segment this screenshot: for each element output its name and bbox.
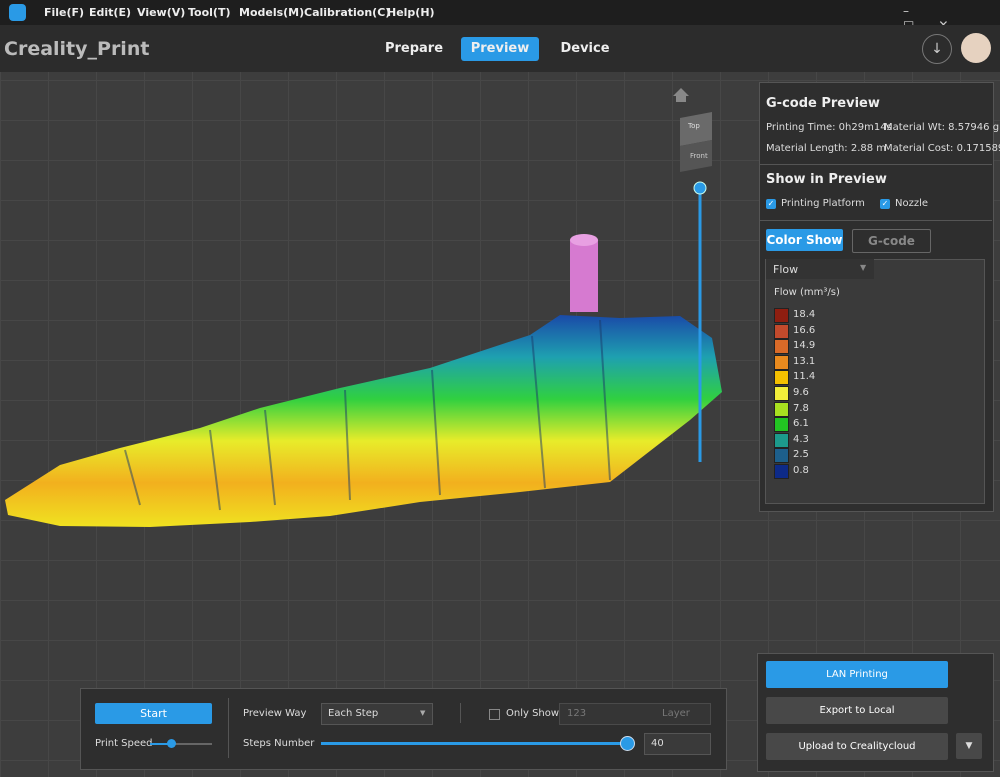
home-icon[interactable] <box>673 88 689 102</box>
legend-swatch <box>774 448 789 464</box>
color-tab[interactable]: G-code <box>852 229 931 253</box>
speed-handle[interactable] <box>167 739 176 748</box>
stat: Printing Time: 0h29m14s <box>766 122 892 133</box>
menu-item[interactable]: Models(M) <box>239 6 305 19</box>
speed-fill <box>150 743 172 745</box>
only-show-checkbox[interactable] <box>489 709 500 720</box>
model-edges <box>124 319 611 511</box>
action-button[interactable]: Upload to Crealitycloud <box>766 733 948 760</box>
legend-swatch <box>774 401 789 417</box>
cube-front-label: Front <box>690 152 708 160</box>
legend-label: 11.4 <box>793 371 816 383</box>
view-cube-front[interactable] <box>680 140 712 172</box>
legend-title: Flow (mm³/s) <box>774 287 840 298</box>
bottom-panel <box>80 688 727 770</box>
dropdown-arrow[interactable]: ▼ <box>860 263 867 272</box>
model <box>5 315 722 527</box>
legend-label: 9.6 <box>793 387 809 398</box>
tab[interactable]: Device <box>560 41 610 56</box>
view-cube-top[interactable] <box>680 112 712 146</box>
legend-swatch <box>774 339 789 355</box>
stat: Material Length: 2.88 m <box>766 143 887 154</box>
menu-item[interactable]: View(V) <box>137 6 186 19</box>
section-title: Show in Preview <box>766 172 887 187</box>
checkbox[interactable]: ✓ <box>766 199 776 209</box>
legend-swatch <box>774 370 789 386</box>
nozzle-top <box>570 234 598 246</box>
app-title: Creality_Print <box>4 38 150 60</box>
more-button[interactable]: ▼ <box>956 733 982 759</box>
layer-unit: Layer <box>662 708 690 719</box>
legend-label: 16.6 <box>793 324 816 336</box>
steps-value[interactable]: 40 <box>651 738 664 749</box>
menu-bar <box>0 0 1000 25</box>
stat: Material Cost: 0.171589 <box>884 143 1000 154</box>
stat: Material Wt: 8.57946 g <box>884 122 1000 133</box>
legend-swatch <box>774 432 789 448</box>
layer-input[interactable] <box>559 703 711 725</box>
divider <box>760 220 992 221</box>
steps-handle[interactable] <box>620 736 635 751</box>
legend-label: 0.8 <box>793 465 809 476</box>
select-value[interactable]: Each Step <box>328 708 379 719</box>
download-button[interactable]: ↓ <box>922 34 952 64</box>
action-button[interactable]: Export to Local <box>766 697 948 724</box>
label: Steps Number <box>243 738 315 749</box>
legend-swatch <box>774 417 789 433</box>
start-button[interactable]: Start <box>95 703 212 724</box>
divider <box>460 703 461 723</box>
steps-slider[interactable] <box>321 742 627 745</box>
menu-item[interactable]: Tool(T) <box>188 6 231 19</box>
preview-way-select[interactable] <box>321 703 433 725</box>
app-icon <box>9 4 26 21</box>
legend-label: 6.1 <box>793 418 809 430</box>
checkbox-label: Nozzle <box>895 198 929 209</box>
dropdown-value[interactable]: Flow <box>773 263 799 276</box>
legend-label: 7.8 <box>793 402 809 414</box>
label: Preview Way <box>243 708 307 719</box>
select-arrow[interactable]: ▼ <box>420 709 426 717</box>
divider <box>760 164 992 165</box>
legend-label: 4.3 <box>793 433 809 445</box>
menu-item[interactable]: Edit(E) <box>89 6 131 19</box>
legend-swatch <box>774 354 789 370</box>
divider <box>228 698 229 758</box>
legend-swatch <box>774 386 789 401</box>
color-tab[interactable]: Color Show <box>766 229 843 251</box>
checkbox-label: Printing Platform <box>781 198 865 209</box>
avatar[interactable] <box>961 33 991 63</box>
steps-input[interactable] <box>644 733 711 755</box>
menu-item[interactable]: Calibration(C) <box>304 6 391 19</box>
legend-label: 18.4 <box>793 309 816 320</box>
action-button[interactable]: LAN Printing <box>766 661 948 688</box>
checkbox[interactable]: ✓ <box>880 199 890 209</box>
legend-swatch <box>774 323 789 339</box>
cube-top-label: Top <box>688 122 700 130</box>
legend-swatch <box>774 308 789 323</box>
legend-label: 2.5 <box>793 449 809 461</box>
speed-slider[interactable] <box>150 743 212 745</box>
layer-input-value[interactable]: 123 <box>567 708 587 719</box>
tab[interactable]: Preview <box>461 37 539 61</box>
legend-swatch <box>774 464 789 479</box>
label: Print Speed <box>95 738 153 749</box>
legend-label: 14.9 <box>793 340 816 352</box>
label: Only Show <box>506 708 560 719</box>
legend-label: 13.1 <box>793 355 816 367</box>
menu-item[interactable]: Help(H) <box>387 6 435 19</box>
legend-box <box>765 259 985 504</box>
panel-title: G-code Preview <box>766 96 880 111</box>
menu-item[interactable]: File(F) <box>44 6 85 19</box>
layer-handle[interactable] <box>693 181 707 195</box>
nozzle <box>570 240 598 312</box>
tab[interactable]: Prepare <box>384 41 444 56</box>
dropdown[interactable] <box>766 259 874 279</box>
